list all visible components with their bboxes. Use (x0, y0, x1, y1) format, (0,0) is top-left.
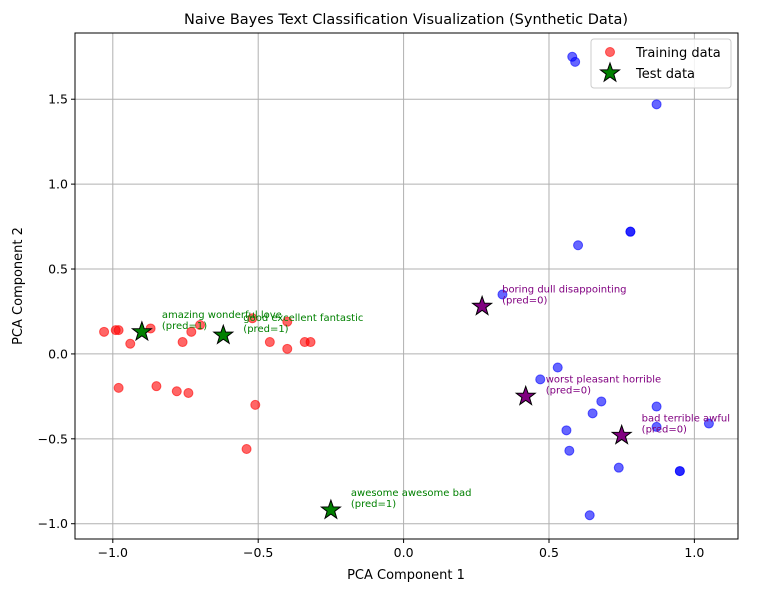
x-tick-label: −1.0 (98, 545, 128, 560)
training-points (99, 51, 714, 521)
x-tick-label: 0.5 (539, 545, 559, 560)
test-point-star (610, 423, 633, 445)
chart-title: Naive Bayes Text Classification Visualiz… (184, 12, 628, 28)
test-point-star (514, 384, 537, 406)
test-point-star (471, 294, 494, 316)
test-point-star (212, 323, 235, 345)
training-point (264, 337, 275, 348)
y-tick-label: −0.5 (38, 431, 68, 446)
x-tick-label: 1.0 (684, 545, 704, 560)
training-point (573, 240, 584, 251)
training-point (613, 462, 624, 473)
x-axis-label: PCA Component 1 (347, 568, 465, 583)
training-point (625, 226, 636, 237)
legend-box (590, 38, 732, 89)
legend-training-marker (605, 47, 615, 57)
test-point-annotation: worst pleasant horrible (pred=0) (546, 374, 661, 396)
training-point (125, 338, 136, 349)
test-point-annotation: amazing wonderful love (pred=1) (162, 310, 282, 332)
test-point-annotation: awesome awesome bad (pred=1) (351, 488, 472, 510)
training-point (282, 316, 293, 327)
training-point (596, 396, 607, 407)
training-point (171, 386, 182, 397)
legend-test-label: Test data (635, 67, 695, 82)
y-axis-label: PCA Component 2 (11, 227, 26, 345)
training-point (183, 387, 194, 398)
training-point (552, 362, 563, 373)
training-point (674, 466, 685, 477)
grid-lines (75, 33, 738, 539)
training-point (587, 408, 598, 419)
training-point (241, 444, 252, 455)
training-point (177, 337, 188, 348)
y-tick-label: 1.0 (48, 177, 68, 192)
training-point (250, 399, 261, 410)
legend: Training data Test data (590, 38, 732, 89)
y-axis-ticks: −1.0 −0.5 0.0 0.5 1.0 1.5 (38, 92, 75, 531)
test-point-star (130, 320, 153, 342)
training-point (113, 325, 124, 336)
training-point (195, 320, 206, 331)
y-tick-label: 0.5 (48, 262, 68, 277)
training-point (151, 381, 162, 392)
test-point-labels: amazing wonderful love (pred=1)good excel… (162, 284, 730, 510)
training-point (651, 421, 662, 432)
training-point (535, 374, 546, 385)
training-point (651, 401, 662, 412)
test-point-star (319, 498, 342, 520)
legend-training-label: Training data (635, 46, 721, 61)
training-point (561, 425, 572, 436)
plot-frame (74, 32, 739, 540)
training-point (247, 313, 258, 324)
y-tick-label: −1.0 (38, 516, 68, 531)
training-point (564, 445, 575, 456)
x-tick-label: −0.5 (243, 545, 273, 560)
test-point-annotation: boring dull disappointing (pred=0) (502, 284, 626, 306)
test-point-annotation: bad terrible awful (pred=0) (642, 413, 730, 435)
y-tick-label: 0.0 (48, 346, 68, 361)
test-point-annotation: good excellent fantastic (pred=1) (243, 313, 363, 335)
training-point (99, 326, 110, 337)
legend-test-marker (599, 61, 621, 83)
training-point (305, 337, 316, 348)
training-point (584, 510, 595, 521)
training-point (113, 382, 124, 393)
y-tick-label: 1.5 (48, 92, 68, 107)
training-point (497, 289, 508, 300)
x-axis-ticks: −1.0 −0.5 0.0 0.5 1.0 (98, 539, 704, 560)
training-point (570, 56, 581, 67)
training-point (651, 99, 662, 110)
training-point (703, 418, 714, 429)
training-point (282, 343, 293, 354)
training-point (186, 326, 197, 337)
x-tick-label: 0.0 (394, 545, 414, 560)
test-points (130, 294, 633, 520)
